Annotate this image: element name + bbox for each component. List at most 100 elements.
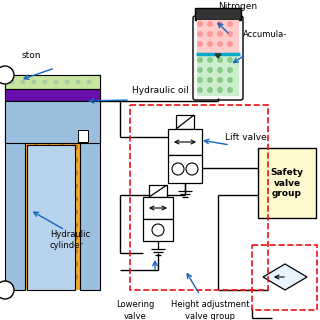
Circle shape <box>217 77 223 83</box>
Circle shape <box>20 196 26 202</box>
Circle shape <box>20 170 26 176</box>
Circle shape <box>207 57 213 63</box>
Circle shape <box>7 105 13 111</box>
Polygon shape <box>263 264 307 290</box>
Text: Hydraulic oil: Hydraulic oil <box>132 86 189 95</box>
Circle shape <box>33 261 39 267</box>
Circle shape <box>7 144 13 150</box>
Circle shape <box>20 235 26 241</box>
Circle shape <box>33 79 39 85</box>
Circle shape <box>59 274 65 280</box>
Circle shape <box>33 274 39 280</box>
Circle shape <box>197 87 203 93</box>
Circle shape <box>59 92 65 98</box>
Circle shape <box>217 67 223 73</box>
Circle shape <box>59 248 65 254</box>
Circle shape <box>217 31 223 37</box>
Text: Safety
valve
group: Safety valve group <box>270 168 303 198</box>
Circle shape <box>65 79 69 84</box>
Circle shape <box>33 105 39 111</box>
Circle shape <box>7 157 13 163</box>
Circle shape <box>31 79 36 84</box>
Circle shape <box>7 209 13 215</box>
Circle shape <box>59 235 65 241</box>
Bar <box>130 105 268 290</box>
Circle shape <box>33 235 39 241</box>
Circle shape <box>59 196 65 202</box>
Circle shape <box>85 131 91 137</box>
Text: Lift valve: Lift valve <box>225 133 267 142</box>
Circle shape <box>217 41 223 47</box>
Circle shape <box>20 118 26 124</box>
Bar <box>168 129 202 155</box>
Circle shape <box>172 163 184 175</box>
Circle shape <box>46 170 52 176</box>
Circle shape <box>46 222 52 228</box>
Circle shape <box>7 92 13 98</box>
Circle shape <box>7 131 13 137</box>
Circle shape <box>72 274 78 280</box>
Text: Height adjustment
valve group: Height adjustment valve group <box>171 300 249 320</box>
Circle shape <box>20 144 26 150</box>
Circle shape <box>20 157 26 163</box>
Circle shape <box>7 79 13 85</box>
Circle shape <box>207 67 213 73</box>
Circle shape <box>46 274 52 280</box>
Circle shape <box>33 209 39 215</box>
Circle shape <box>72 235 78 241</box>
Circle shape <box>197 57 203 63</box>
Circle shape <box>46 235 52 241</box>
Circle shape <box>217 21 223 27</box>
Circle shape <box>72 79 78 85</box>
Circle shape <box>7 261 13 267</box>
Bar <box>149 185 167 197</box>
Circle shape <box>33 92 39 98</box>
Bar <box>143 197 173 219</box>
Text: ston: ston <box>22 51 42 60</box>
Circle shape <box>72 105 78 111</box>
Circle shape <box>46 118 52 124</box>
Circle shape <box>33 222 39 228</box>
Circle shape <box>7 274 13 280</box>
Circle shape <box>20 274 26 280</box>
Circle shape <box>33 118 39 124</box>
Circle shape <box>20 92 26 98</box>
Circle shape <box>85 92 91 98</box>
Circle shape <box>85 79 91 85</box>
Circle shape <box>33 170 39 176</box>
Bar <box>258 148 316 218</box>
Circle shape <box>217 57 223 63</box>
Circle shape <box>72 183 78 189</box>
Circle shape <box>43 79 47 84</box>
Circle shape <box>46 261 52 267</box>
Circle shape <box>85 248 91 254</box>
Circle shape <box>46 209 52 215</box>
Circle shape <box>46 105 52 111</box>
Bar <box>176 115 194 129</box>
Circle shape <box>46 183 52 189</box>
Bar <box>78 130 88 142</box>
Circle shape <box>59 261 65 267</box>
Circle shape <box>207 31 213 37</box>
Circle shape <box>46 157 52 163</box>
Circle shape <box>197 31 203 37</box>
Circle shape <box>227 31 233 37</box>
Circle shape <box>59 209 65 215</box>
Circle shape <box>72 248 78 254</box>
Circle shape <box>20 209 26 215</box>
Circle shape <box>85 157 91 163</box>
Circle shape <box>85 144 91 150</box>
Circle shape <box>72 92 78 98</box>
Circle shape <box>186 163 198 175</box>
Circle shape <box>85 222 91 228</box>
Circle shape <box>217 87 223 93</box>
Circle shape <box>76 79 81 84</box>
Circle shape <box>207 21 213 27</box>
Text: Nitrogen: Nitrogen <box>218 2 257 11</box>
Circle shape <box>33 131 39 137</box>
Text: Hydraulic
cylinder: Hydraulic cylinder <box>50 230 90 250</box>
Circle shape <box>0 66 14 84</box>
Bar <box>197 20 239 54</box>
Circle shape <box>20 222 26 228</box>
Circle shape <box>85 235 91 241</box>
